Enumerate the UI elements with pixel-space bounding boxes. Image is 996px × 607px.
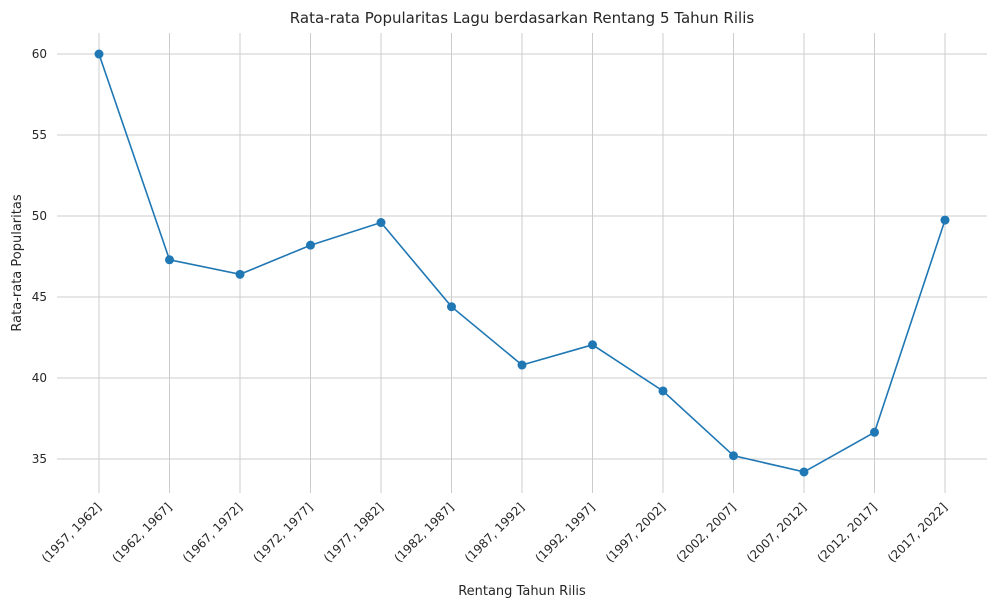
x-tick-label: (1972, 1977]	[250, 500, 315, 565]
grid	[57, 33, 987, 493]
data-point	[870, 427, 879, 437]
data-point	[729, 451, 738, 461]
y-tick-label: 60	[32, 47, 47, 61]
y-tick-label: 55	[32, 128, 47, 142]
y-tick-label: 40	[32, 371, 47, 385]
x-axis-label: Rentang Tahun Rilis	[458, 584, 586, 599]
x-tick-label: (2007, 2012]	[744, 500, 809, 565]
x-tick-label: (1982, 1987]	[391, 500, 456, 565]
data-point	[940, 215, 950, 225]
data-point	[376, 218, 386, 228]
x-tick-label: (1997, 2002]	[603, 500, 668, 565]
data-point	[306, 240, 315, 250]
y-axis-label: Rata-rata Popularitas	[10, 194, 25, 331]
x-tick-label: (1992, 1997]	[532, 500, 597, 565]
x-tick-label: (2017, 2022]	[885, 500, 950, 565]
data-point	[517, 360, 527, 370]
x-tick-label: (1987, 1992]	[462, 500, 527, 565]
x-tick-label: (2002, 2007]	[673, 500, 738, 565]
data-point	[447, 302, 456, 312]
x-tick-label: (1962, 1967]	[109, 500, 174, 565]
x-tick-label: (2012, 2017]	[814, 500, 879, 565]
x-axis: (1957, 1962] (1962, 1967] (1967, 1972] (197…	[39, 500, 950, 565]
data-point	[235, 269, 245, 279]
data-point	[94, 49, 104, 59]
y-tick-label: 45	[32, 290, 47, 304]
data-point	[588, 340, 597, 350]
y-tick-label: 50	[32, 209, 47, 223]
y-axis: 35 40 45 50 55 60	[32, 47, 47, 466]
y-tick-label: 35	[32, 452, 47, 466]
chart-title: Rata-rata Popularitas Lagu berdasarkan R…	[290, 9, 755, 27]
data-point	[799, 467, 809, 477]
data-point	[658, 386, 668, 396]
data-points	[94, 49, 950, 477]
x-tick-label: (1977, 1982]	[321, 500, 386, 565]
x-tick-label: (1957, 1962]	[39, 500, 104, 565]
x-tick-label: (1967, 1972]	[180, 500, 245, 565]
data-point	[165, 255, 174, 265]
